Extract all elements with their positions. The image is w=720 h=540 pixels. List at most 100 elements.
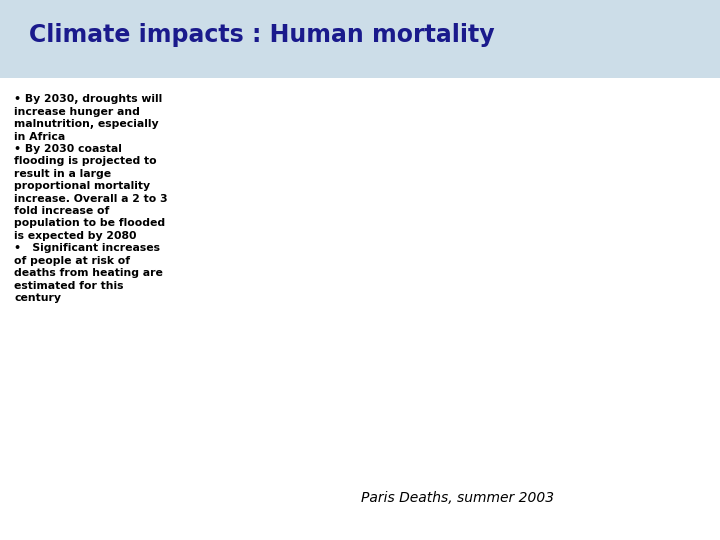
Bar	[631, 387, 638, 435]
Daily minimum
temperature	[516, 260, 525, 266]
Daily maximum
Temperature	[548, 203, 557, 210]
Bar	[404, 284, 410, 435]
Y-axis label: Number of deaths: Number of deaths	[200, 219, 210, 307]
Daily minimum
temperature	[263, 409, 271, 415]
Daily maximum
Temperature	[611, 272, 620, 278]
Bar	[261, 373, 267, 435]
Daily minimum
temperature	[548, 352, 557, 358]
Daily minimum
temperature	[326, 431, 335, 438]
Y-axis label: Temperature: Temperature	[699, 232, 709, 294]
Bar	[521, 115, 526, 435]
Daily maximum
Temperature	[374, 260, 382, 266]
Bar	[441, 348, 447, 435]
Daily minimum
temperature	[374, 420, 382, 427]
Bar	[616, 411, 622, 435]
Daily minimum
temperature	[532, 317, 541, 323]
Daily maximum
Temperature	[500, 146, 509, 152]
Bar	[340, 387, 346, 435]
Line: Daily minimum
temperature: Daily minimum temperature	[267, 263, 647, 435]
Bar	[457, 348, 463, 435]
Bar	[372, 372, 378, 435]
Daily minimum
temperature	[358, 431, 366, 438]
Bar	[584, 381, 590, 435]
Daily minimum
temperature	[294, 420, 303, 427]
Daily minimum
temperature	[421, 363, 430, 369]
Bar	[378, 409, 384, 435]
Bar	[315, 410, 320, 435]
Bar	[578, 373, 584, 435]
Bar	[489, 270, 495, 435]
Bar	[346, 415, 352, 435]
Daily maximum
Temperature	[437, 146, 446, 152]
Bar	[324, 372, 330, 435]
Line: Daily maximum
Temperature: Daily maximum Temperature	[267, 138, 647, 332]
Bar	[410, 332, 415, 435]
Bar	[276, 370, 283, 435]
Bar	[562, 291, 568, 435]
Daily minimum
temperature	[500, 283, 509, 289]
Bar	[308, 355, 315, 435]
Bar	[330, 411, 336, 435]
Bar	[531, 336, 536, 435]
Bar	[568, 386, 575, 435]
Daily maximum
Temperature	[532, 168, 541, 175]
Daily maximum
Temperature	[342, 283, 351, 289]
Daily maximum
Temperature	[485, 168, 493, 175]
Daily minimum
temperature	[580, 386, 588, 392]
Bar	[292, 381, 299, 435]
Bar	[610, 382, 616, 435]
Daily minimum
temperature	[485, 317, 493, 323]
Legend: Deaths in hospitals, Deaths repor ted by Fireb  igades, Daily minimum
temperatur: Deaths in hospitals, Deaths repor ted by…	[210, 535, 661, 540]
Daily minimum
temperature	[437, 352, 446, 358]
Bar	[499, 122, 505, 435]
Daily minimum
temperature	[595, 397, 604, 403]
Bar	[515, 208, 521, 435]
Daily minimum
temperature	[453, 340, 462, 347]
Daily maximum
Temperature	[469, 180, 477, 186]
Daily maximum
Temperature	[279, 328, 287, 335]
Daily maximum
Temperature	[595, 260, 604, 266]
Daily maximum
Temperature	[310, 294, 319, 301]
Daily maximum
Temperature	[627, 272, 636, 278]
Bar	[505, 143, 510, 435]
Daily maximum
Temperature	[564, 272, 572, 278]
Text: • By 2030, droughts will
increase hunger and
malnutrition, especially
in Africa
: • By 2030, droughts will increase hunger…	[14, 94, 168, 303]
Text: Climate impacts : Human mortality: Climate impacts : Human mortality	[29, 23, 495, 47]
Daily minimum
temperature	[390, 409, 398, 415]
Bar	[473, 369, 479, 435]
Daily minimum
temperature	[342, 431, 351, 438]
Bar	[420, 280, 426, 435]
Daily maximum
Temperature	[453, 146, 462, 152]
Daily minimum
temperature	[469, 352, 477, 358]
Daily maximum
Temperature	[263, 283, 271, 289]
Bar	[426, 346, 431, 435]
Daily maximum
Temperature	[405, 180, 414, 186]
Daily minimum
temperature	[405, 386, 414, 392]
Daily maximum
Temperature	[516, 134, 525, 141]
Bar	[451, 278, 457, 435]
Daily maximum
Temperature	[390, 226, 398, 232]
Bar	[356, 394, 362, 435]
Daily maximum
Temperature	[326, 294, 335, 301]
Daily minimum
temperature	[310, 420, 319, 427]
Bar	[552, 380, 559, 435]
Daily maximum
Temperature	[421, 146, 430, 152]
Bar	[299, 418, 305, 435]
Bar	[546, 288, 552, 435]
Bar	[483, 177, 489, 435]
Bar	[267, 401, 273, 435]
Daily maximum
Temperature	[358, 306, 366, 312]
Text: Paris Deaths, summer 2003: Paris Deaths, summer 2003	[361, 491, 554, 505]
Bar	[600, 386, 606, 435]
Bar	[436, 291, 441, 435]
Daily minimum
temperature	[279, 409, 287, 415]
Daily minimum
temperature	[627, 409, 636, 415]
Bar	[394, 332, 400, 435]
Daily minimum
temperature	[611, 397, 620, 403]
Bar	[467, 366, 473, 435]
Bar	[536, 284, 543, 435]
Bar	[647, 411, 654, 435]
Daily maximum
Temperature	[580, 260, 588, 266]
Bar	[626, 387, 631, 435]
Daily minimum
temperature	[564, 363, 572, 369]
